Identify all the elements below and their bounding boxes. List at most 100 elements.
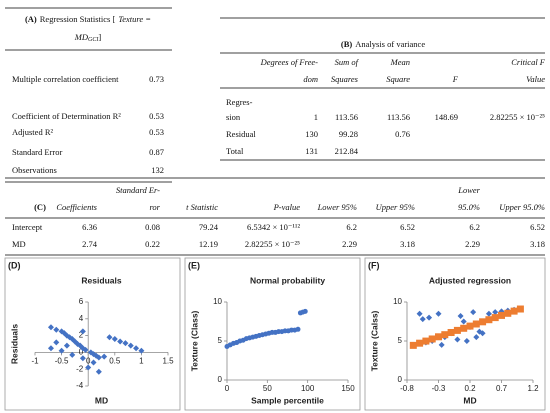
x-axis-label: MD xyxy=(463,395,476,405)
column-header: t Statistic xyxy=(186,202,218,212)
point xyxy=(426,314,433,321)
panel-label: (F) xyxy=(368,260,380,270)
column-header: Critical F xyxy=(511,57,546,67)
x-tick-label: 50 xyxy=(263,384,272,393)
point xyxy=(79,355,86,362)
point xyxy=(463,338,470,344)
point xyxy=(435,310,442,317)
column-header: Value xyxy=(526,74,545,84)
y-tick-label: -2 xyxy=(76,364,84,373)
row-label: Standard Error xyxy=(12,147,62,157)
point xyxy=(419,316,426,323)
title-text: Analysis of variance xyxy=(355,39,425,49)
cell: 131 xyxy=(305,146,318,156)
chart-title: Adjusted regression xyxy=(429,275,511,285)
panel-label: (D) xyxy=(8,260,21,270)
point xyxy=(82,346,89,353)
point xyxy=(117,338,124,345)
point xyxy=(435,333,442,341)
x-tick-label: 1 xyxy=(139,357,144,366)
point xyxy=(47,345,54,352)
tables: (A) Regression Statistics [Texture = MDGC… xyxy=(5,7,546,256)
cell: 6.2 xyxy=(346,222,357,232)
row-label: sion xyxy=(226,112,241,122)
cell: 0.76 xyxy=(395,129,410,139)
point xyxy=(58,347,65,354)
point xyxy=(127,342,134,349)
cell: 3.18 xyxy=(400,239,415,249)
point xyxy=(416,310,423,317)
y-tick-label: 6 xyxy=(79,297,84,306)
row-label: Adjusted R² xyxy=(12,127,53,137)
cell: 0.22 xyxy=(145,239,160,249)
row-label: Total xyxy=(226,146,244,156)
y-tick-label: 2 xyxy=(79,331,84,340)
x-tick-label: 0.5 xyxy=(109,357,121,366)
point xyxy=(510,307,518,315)
cell: 6.52 xyxy=(400,222,415,232)
cell: 113.56 xyxy=(387,112,410,122)
cell: 6.52 xyxy=(530,222,545,232)
point xyxy=(409,341,417,349)
point xyxy=(79,328,86,335)
panel-frame xyxy=(184,257,361,411)
column-header: Degrees of Free- xyxy=(260,57,319,67)
cell: 2.29 xyxy=(465,239,480,249)
point xyxy=(438,341,445,348)
point xyxy=(95,368,102,375)
point xyxy=(460,324,468,332)
point xyxy=(473,334,480,341)
y-tick-label: 0 xyxy=(398,375,403,384)
column-header: F xyxy=(452,74,459,84)
point xyxy=(485,310,492,317)
x-tick-label: 0.7 xyxy=(496,384,508,393)
point xyxy=(63,342,70,349)
point xyxy=(498,311,505,319)
point xyxy=(492,309,499,316)
x-tick-label: 1.2 xyxy=(527,384,539,393)
cell: 6.2 xyxy=(469,222,480,232)
point xyxy=(302,308,308,314)
point xyxy=(85,364,92,371)
cell: 2.29 xyxy=(342,239,357,249)
cell: 0.73 xyxy=(149,74,164,84)
column-header: ror xyxy=(149,202,160,212)
point xyxy=(485,316,493,324)
column-header: Square xyxy=(386,74,410,84)
cell: 212.84 xyxy=(335,146,359,156)
title-sub: GCI xyxy=(88,37,99,43)
x-tick-label: 0 xyxy=(86,357,91,366)
point xyxy=(491,314,499,322)
point xyxy=(466,322,474,330)
y-tick-label: -4 xyxy=(76,381,84,390)
x-axis-label: Sample percentile xyxy=(251,395,324,405)
title-text: Regression Statistics [ xyxy=(40,14,116,24)
cell: 0.53 xyxy=(149,127,164,137)
cell: 113.56 xyxy=(335,112,358,122)
column-header: Upper 95.0% xyxy=(499,202,545,212)
title-var: Texture = xyxy=(118,14,151,24)
title-var: MD xyxy=(74,32,89,42)
row-label: Coefficient of Determination R² xyxy=(12,111,121,121)
point xyxy=(53,339,60,346)
point xyxy=(472,320,480,328)
point xyxy=(133,345,140,352)
x-tick-label: -0.8 xyxy=(400,384,414,393)
x-tick-label: -0.5 xyxy=(55,357,69,366)
cell: 0.08 xyxy=(145,222,160,232)
cell: 6.36 xyxy=(82,222,97,232)
table-a-title: (A) Regression Statistics [Texture = xyxy=(25,14,151,24)
panel-frame xyxy=(364,257,546,411)
x-tick-label: -1 xyxy=(31,357,39,366)
point xyxy=(454,336,461,343)
point xyxy=(53,326,60,333)
cell: 148.69 xyxy=(435,112,458,122)
y-tick-label: 5 xyxy=(218,336,223,345)
x-tick-label: 100 xyxy=(301,384,315,393)
cell: 1 xyxy=(314,112,318,122)
column-header: Sum of xyxy=(335,57,360,67)
x-axis-label: MD xyxy=(95,395,108,405)
cell: 6.5342 × 10⁻¹¹² xyxy=(247,222,301,232)
column-header: Squares xyxy=(331,74,359,84)
x-tick-label: 0.2 xyxy=(464,384,476,393)
